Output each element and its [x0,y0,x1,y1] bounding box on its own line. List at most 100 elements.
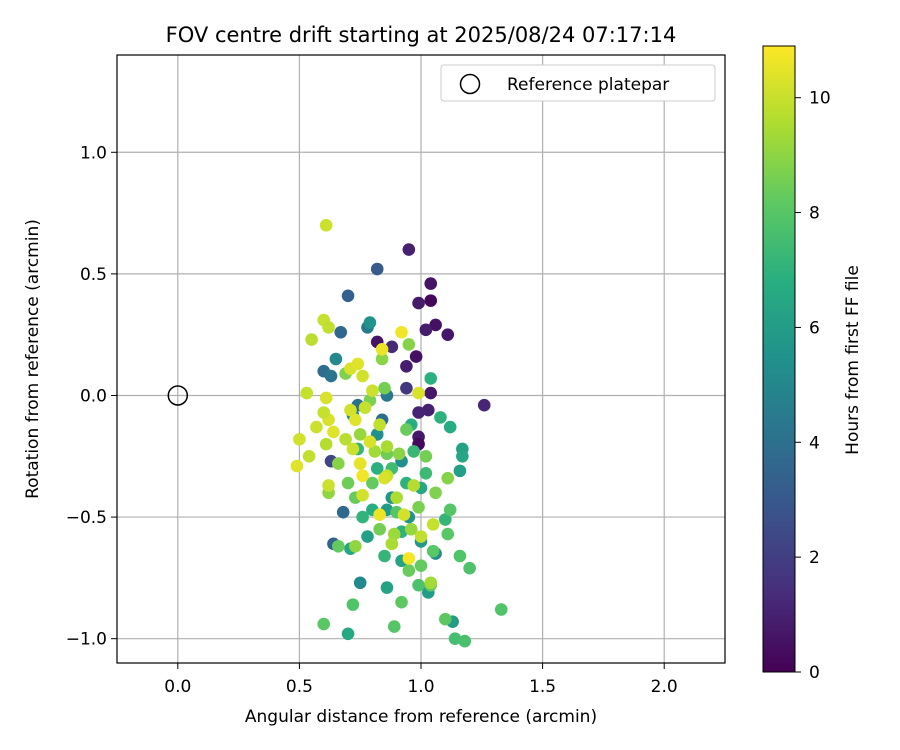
colorbar-tick-label: 4 [809,433,820,453]
legend-marker-circle [459,73,481,95]
colorbar-ticks: 0 2 4 6 8 10 [795,89,831,683]
data-point [424,372,438,385]
data-point [322,321,335,334]
colorbar-label: Hours from first FF file [843,265,863,455]
data-point [378,381,391,395]
colorbar-tick-label: 6 [809,318,820,338]
data-point [409,350,423,363]
legend-box [440,64,716,102]
data-point [356,488,369,502]
data-point [477,398,491,412]
data-point [366,476,379,490]
data-point [395,595,408,609]
data-point [380,581,394,594]
data-point [361,530,374,543]
x-tick-label: 2.0 [651,677,678,697]
y-tick-label: −0.5 [66,508,107,528]
data-point [317,617,331,631]
data-point [346,598,360,611]
data-point [363,435,377,448]
data-point [341,476,355,490]
data-point [373,418,386,431]
y-axis-ticks: −1.0 −0.5 0.0 0.5 1.0 [66,143,117,650]
data-point [407,445,421,458]
data-point [339,432,352,446]
data-point [324,369,338,383]
y-tick-label: 0.0 [80,386,107,406]
data-point [329,352,343,366]
data-point [319,391,333,405]
data-point [404,522,418,536]
data-point [351,357,365,371]
data-point [334,325,348,339]
data-point [424,386,438,400]
colorbar-tick-label: 0 [809,663,820,683]
data-point [441,328,455,341]
data-point [373,508,386,521]
data-point [349,539,362,553]
colorbar-gradient [762,45,796,673]
colorbar-tick-label: 8 [809,204,820,224]
data-point [412,406,425,419]
data-point [419,449,433,463]
data-point [419,467,433,480]
data-point [448,632,462,645]
x-axis-label: Angular distance from reference (arcmin) [245,707,597,727]
data-point [387,620,401,633]
data-point [353,428,367,441]
grid-lines [117,55,725,663]
data-point [353,576,367,590]
x-tick-label: 0.0 [164,677,191,697]
data-point [300,386,313,400]
colorbar-tick-label: 10 [809,89,831,109]
data-point [387,527,401,541]
data-point [412,386,425,400]
data-point [412,501,425,514]
data-point [434,411,447,424]
data-point [341,289,355,303]
data-point [443,420,457,434]
data-point [424,294,438,307]
data-point [336,505,350,519]
data-point [414,530,428,543]
data-point [390,491,403,504]
data-point [412,296,425,310]
y-tick-label: 1.0 [80,143,107,163]
data-point [419,323,433,337]
data-point [322,479,335,492]
data-point [370,262,384,276]
data-point [397,508,411,521]
data-point [402,243,416,256]
data-point [439,513,452,526]
data-point [366,384,379,397]
legend: Reference platepar [440,64,716,102]
x-tick-label: 1.5 [529,677,556,697]
data-point [293,432,306,446]
y-tick-label: 0.5 [80,265,107,285]
data-point [349,413,362,427]
data-point [426,544,440,558]
data-point [400,381,413,395]
data-point [305,333,318,346]
data-point [402,552,416,565]
data-point [424,576,438,590]
data-point [353,457,367,470]
data-point [424,277,438,290]
data-point [400,423,413,436]
data-point [319,437,333,451]
x-tick-label: 1.0 [407,677,434,697]
data-point [412,578,425,592]
data-point [402,564,416,577]
data-point [392,447,406,461]
reference-point-marker [167,385,189,406]
data-point [441,471,455,485]
data-point [346,442,360,456]
data-point [453,549,467,563]
data-point [363,316,377,329]
data-point [385,340,399,354]
data-point [439,612,452,626]
x-tick-label: 0.5 [286,677,313,697]
data-point [290,459,304,473]
data-point [380,440,394,453]
data-point [456,449,469,463]
